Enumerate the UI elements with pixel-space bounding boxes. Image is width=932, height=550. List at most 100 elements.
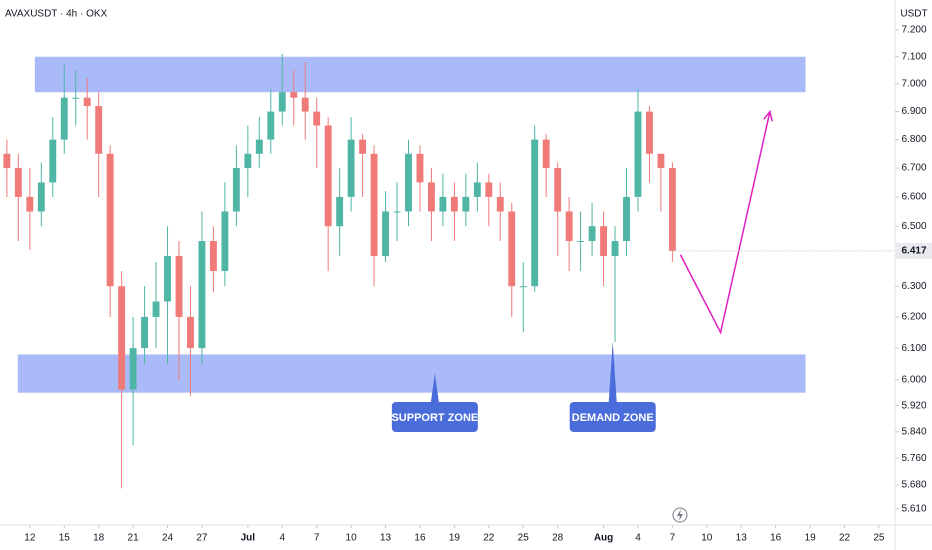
candle: [232, 145, 240, 227]
candle: [416, 145, 424, 212]
candle: [290, 70, 298, 126]
y-tick-label: 5.920: [901, 400, 926, 411]
candle: [382, 191, 389, 262]
candle-body: [72, 97, 80, 99]
candle: [209, 226, 217, 293]
candle-body: [221, 211, 229, 272]
x-tick-label: 16: [770, 533, 782, 544]
candle: [141, 286, 149, 364]
x-tick-label: 19: [449, 533, 461, 544]
candle-body: [427, 182, 435, 212]
candle-body: [141, 316, 149, 349]
candle: [393, 182, 401, 242]
annotation-box: [391, 402, 478, 432]
candle: [60, 64, 68, 154]
candle: [95, 92, 103, 197]
projection-arrowhead: [763, 109, 773, 122]
candle-body: [313, 111, 321, 126]
candle: [370, 145, 378, 287]
zone: [17, 354, 806, 393]
annotation-box: [569, 402, 656, 432]
y-tick-label: 5.610: [901, 503, 926, 514]
candle-body: [255, 139, 263, 154]
y-tick-label: 6.600: [901, 192, 926, 203]
candle: [668, 162, 676, 262]
x-tick-label: 19: [805, 533, 817, 544]
candle-body: [496, 196, 504, 212]
annotation-text: DEMAND ZONE: [572, 412, 654, 424]
candle: [164, 226, 171, 364]
x-tick-label: 13: [736, 533, 748, 544]
y-tick-label: 6.300: [901, 281, 926, 292]
candle: [577, 211, 585, 272]
candle-body: [60, 97, 68, 140]
candle-body: [554, 168, 562, 212]
candle: [175, 241, 183, 380]
x-tick-label: 27: [196, 533, 208, 544]
candle-body: [324, 125, 332, 227]
candle-body: [359, 139, 367, 154]
last-price-box: [896, 242, 932, 259]
candle: [542, 133, 550, 197]
lightning-icon[interactable]: [672, 507, 688, 523]
candle: [244, 125, 252, 197]
x-tick-label: 10: [701, 533, 713, 544]
candle: [3, 139, 11, 197]
last-price-label: 6.417: [901, 246, 926, 257]
candle-body: [611, 241, 619, 256]
candle: [623, 168, 630, 256]
candle-body: [209, 241, 217, 272]
x-tick-label: 7: [314, 533, 320, 544]
x-tick-label: 22: [483, 533, 495, 544]
y-tick-label: 6.900: [901, 106, 926, 117]
y-tick-label: 6.500: [901, 221, 926, 232]
x-tick-label: 10: [346, 533, 358, 544]
candle-body: [462, 196, 470, 212]
candle-body: [26, 196, 34, 212]
candle: [588, 202, 596, 256]
candle-body: [646, 111, 653, 154]
candle-body: [290, 92, 298, 98]
y-tick-label: 7.000: [901, 79, 926, 90]
candle-body: [508, 211, 516, 287]
candle-body: [439, 196, 447, 212]
zone: [34, 56, 806, 93]
x-tick-label: 16: [414, 533, 426, 544]
candle: [49, 117, 57, 197]
candle-body: [187, 316, 194, 349]
y-tick-label: 5.840: [901, 426, 926, 437]
candle: [324, 117, 332, 272]
candle-body: [336, 196, 344, 227]
candle: [221, 182, 229, 287]
x-tick-label: 21: [128, 533, 140, 544]
candle-body: [49, 139, 57, 183]
candle: [565, 196, 573, 272]
candle-body: [14, 168, 22, 197]
candle-body: [198, 241, 206, 349]
candle-body: [244, 153, 252, 169]
candle: [611, 226, 619, 342]
candle: [26, 168, 34, 250]
candle: [347, 117, 355, 212]
currency-label: USDT: [900, 9, 927, 20]
candle-body: [175, 255, 183, 317]
candle: [508, 202, 516, 317]
y-tick-label: 7.100: [901, 51, 926, 62]
candle-body: [588, 226, 596, 242]
candle: [187, 286, 194, 396]
y-tick-label: 7.200: [901, 25, 926, 36]
candle: [267, 89, 275, 154]
y-tick-label: 6.700: [901, 163, 926, 174]
candle: [14, 153, 22, 242]
candle: [473, 162, 481, 212]
candle-body: [278, 92, 286, 112]
x-tick-label: 7: [670, 533, 676, 544]
candle-body: [450, 196, 458, 212]
candle-body: [657, 153, 665, 169]
candle: [554, 162, 562, 256]
y-tick-label: 6.200: [901, 312, 926, 323]
candle-body: [577, 241, 585, 243]
x-tick-label: Aug: [594, 533, 613, 544]
candle-body: [416, 153, 424, 183]
